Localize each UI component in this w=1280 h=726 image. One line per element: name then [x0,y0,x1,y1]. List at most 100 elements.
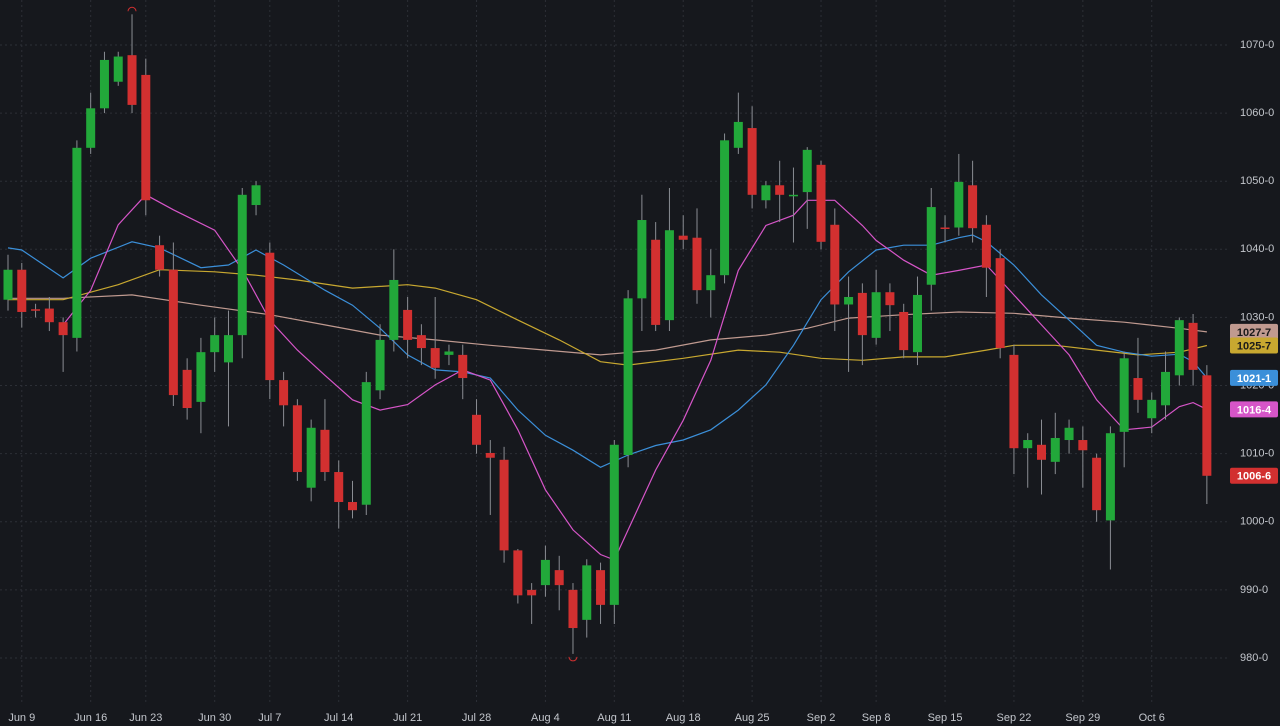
candle-body [954,181,964,228]
candle-body [706,275,716,291]
high-marker [127,6,137,12]
candle-body [223,335,233,363]
candle-body [182,369,192,409]
y-tick-label: 1010-0 [1240,448,1274,460]
x-tick-label: Jul 21 [393,712,422,724]
candle-body [747,128,757,195]
candle-body [761,185,771,201]
candle-body [844,296,854,305]
candle-body [320,429,330,473]
candle-body [472,414,482,445]
y-tick-label: 1060-0 [1240,107,1274,119]
candle-body [637,220,647,299]
candle-body [334,472,344,503]
candle-body [279,380,289,406]
candle-body [155,245,165,270]
candle-body [499,459,509,551]
candle-body [361,382,371,505]
low-marker [568,656,578,662]
candle-body [1147,399,1157,419]
candle-body [99,59,109,109]
candle-body [86,108,96,148]
candle-body [609,444,619,605]
candle-body [17,269,27,312]
last-value-box [1230,337,1278,354]
x-tick-label: Sep 2 [807,712,836,724]
candle-body [513,550,523,596]
candle-body [651,239,661,325]
candles [3,6,1212,662]
candle-body [664,230,674,321]
x-tick-label: Jul 28 [462,712,491,724]
candle-body [968,185,978,229]
x-tick-label: Aug 11 [597,712,631,724]
candle-body [1078,440,1088,451]
candle-body [912,294,922,353]
candle-body [885,292,895,306]
last-value-label: 1021-1 [1237,373,1271,385]
last-value-label: 1006-6 [1237,471,1271,483]
candle-body [196,352,206,402]
candle-body [733,121,743,148]
candle-body [141,74,151,201]
y-tick-label: 1070-0 [1240,39,1274,51]
x-tick-label: Jun 9 [8,712,35,724]
candle-body [899,311,909,351]
candle-body [527,589,537,596]
candle-body [444,351,454,355]
candle-body [1133,378,1143,400]
candle-body [940,227,950,230]
x-tick-label: Jul 14 [324,712,353,724]
candle-body [1202,375,1212,476]
x-tick-label: Aug 18 [666,712,701,724]
last-value-label: 1016-4 [1237,404,1272,416]
candle-body [582,565,592,620]
y-tick-label: 990-0 [1240,584,1268,596]
x-tick-label: Sep 22 [997,712,1032,724]
candle-body [389,279,399,340]
candle-body [430,348,440,368]
last-value-box [1230,467,1278,484]
x-tick-label: Jun 23 [129,712,162,724]
y-tick-label: 1040-0 [1240,243,1274,255]
candle-body [623,298,633,456]
candle-body [540,559,550,586]
candle-body [44,308,54,323]
candle-body [857,292,867,336]
candle-body [237,194,247,336]
candle-body [1119,358,1129,432]
candle-body [1009,354,1019,449]
candle-body [1023,440,1033,449]
candle-body [168,269,178,396]
candle-body [1092,457,1102,511]
candle-body [306,427,316,488]
moving-average-line [7,234,1208,468]
candle-body [720,140,730,276]
candle-body [485,452,495,458]
candle-body [1161,371,1171,406]
candle-body [292,405,302,473]
last-value-box [1230,369,1278,386]
candle-body [1064,427,1074,441]
candle-body [348,502,357,511]
candle-body [1050,437,1060,462]
x-tick-label: Jun 30 [198,712,231,724]
axis-labels: 980-0990-01000-01010-01020-01030-01040-0… [8,39,1278,724]
candle-body [568,589,578,629]
candle-body [31,309,41,311]
candle-body [554,570,564,586]
x-tick-label: Aug 25 [735,712,770,724]
candle-body [1037,444,1046,460]
candle-body [871,292,881,338]
candle-body [403,309,413,340]
last-value-label: 1025-7 [1237,340,1271,352]
candle-body [596,570,606,605]
candle-body [210,335,220,353]
candle-body [58,322,68,336]
candle-body [458,354,468,379]
x-tick-label: Sep 15 [928,712,963,724]
candle-body [788,194,798,197]
